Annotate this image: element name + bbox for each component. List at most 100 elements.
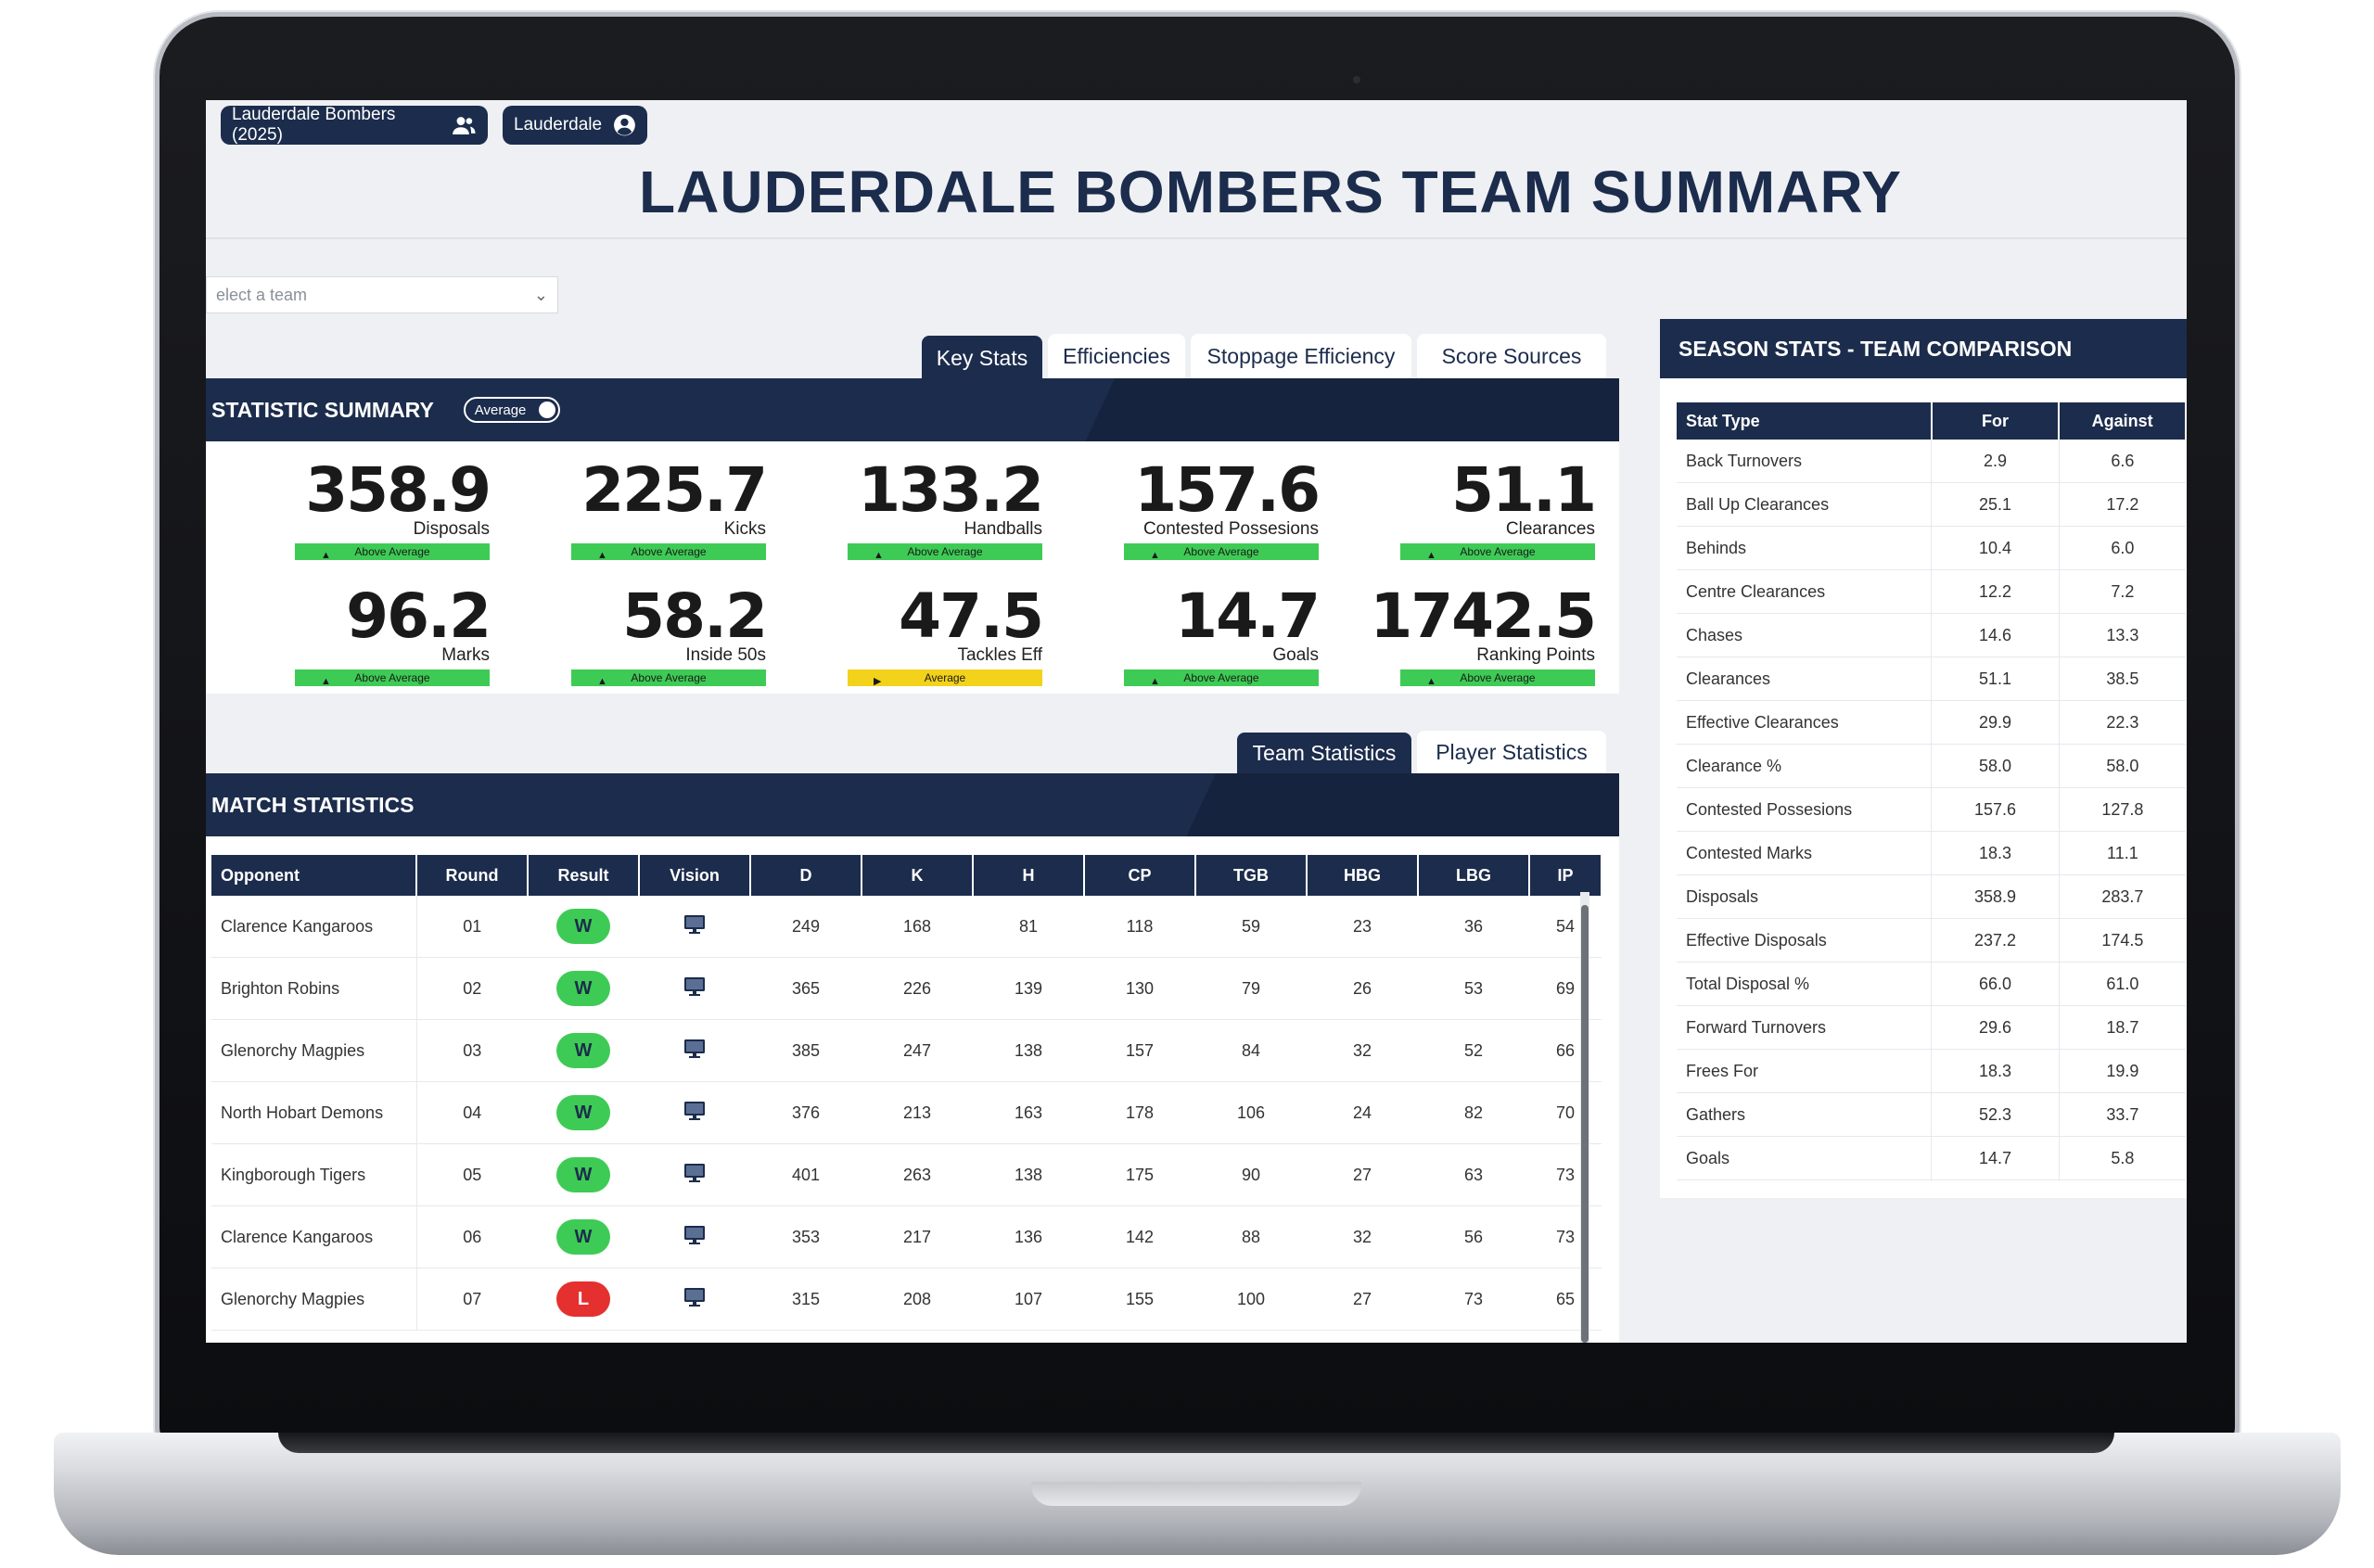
stat-type-cell: Effective Disposals [1677,918,1933,962]
tab-player-statistics[interactable]: Player Statistics [1417,731,1606,773]
against-cell: 11.1 [2059,831,2186,875]
table-row[interactable]: Clarence Kangaroos 01 W 249 168 81 118 59 23 36 54 [211,896,1602,958]
monitor-icon[interactable] [683,1038,707,1060]
season-row: Centre Clearances 12.2 7.2 [1677,569,2186,614]
for-cell: 237.2 [1931,918,2060,962]
monitor-icon[interactable] [683,975,707,998]
against-cell: 17.2 [2059,482,2186,527]
column-header[interactable]: Round [416,855,529,896]
club-pill[interactable]: Lauderdale [503,106,647,145]
stat-cell: 69 [1529,957,1602,1020]
round-cell: 05 [416,1143,528,1206]
team-select[interactable]: elect a team ⌄ [206,276,558,313]
stat-cell: 136 [973,1205,1084,1268]
vision-cell[interactable] [639,896,750,958]
tab-efficiencies[interactable]: Efficiencies [1048,334,1185,378]
dashboard-screen: Lauderdale Bombers (2025) Lauderdale LAU… [206,100,2187,1343]
opponent-cell: Clarence Kangaroos [211,896,417,958]
for-cell: 12.2 [1931,569,2060,614]
match-statistics-title: MATCH STATISTICS [211,792,415,817]
column-header[interactable]: Vision [639,855,751,896]
title-divider [206,237,2187,239]
for-cell: 66.0 [1931,962,2060,1006]
table-row[interactable]: Clarence Kangaroos 06 W 353 217 136 142 88 32 56 7… [211,1205,1602,1268]
toggle-knob [538,402,555,418]
table-row[interactable]: North Hobart Demons 04 W 376 213 163 178 106 24 8… [211,1081,1602,1144]
scrollbar-thumb[interactable] [1581,905,1589,1343]
stat-cell: 157 [1084,1019,1195,1082]
for-cell: 157.6 [1931,787,2060,832]
against-cell: 6.6 [2059,440,2186,483]
column-header[interactable]: Opponent [211,855,417,896]
average-toggle[interactable]: Average [463,397,560,423]
column-header[interactable]: H [973,855,1085,896]
stat-cell: 32 [1307,1205,1418,1268]
season-column-header[interactable]: Against [2059,402,2187,440]
stat-cell: 155 [1084,1268,1195,1331]
monitor-icon[interactable] [683,1100,707,1122]
kpi-status-bar: ▶ Average [848,669,1042,687]
stat-type-cell: Contested Marks [1677,831,1933,875]
against-cell: 174.5 [2059,918,2186,962]
kpi-status-label: Above Average [1183,545,1259,558]
season-column-header[interactable]: For [1931,402,2061,440]
kpi-card: 225.7 Kicks ▲ Above Average [571,454,768,566]
vision-cell[interactable] [639,1143,750,1206]
column-header[interactable]: TGB [1195,855,1308,896]
for-cell: 2.9 [1931,440,2060,483]
stat-cell: 353 [750,1205,862,1268]
column-header[interactable]: IP [1529,855,1602,896]
monitor-icon[interactable] [683,1162,707,1184]
kpi-status-label: Above Average [907,545,983,558]
column-header[interactable]: D [750,855,862,896]
column-header[interactable]: K [862,855,974,896]
tab-score-sources[interactable]: Score Sources [1417,334,1606,378]
stat-cell: 139 [973,957,1084,1020]
vision-cell[interactable] [639,1081,750,1144]
column-header[interactable]: CP [1084,855,1196,896]
monitor-icon[interactable] [683,1224,707,1246]
result-badge: L [556,1281,610,1317]
column-header[interactable]: HBG [1307,855,1419,896]
table-row[interactable]: Glenorchy Magpies 07 L 315 208 107 155 100 27 73 6… [211,1268,1602,1331]
kpi-label: Contested Possesions [1142,519,1319,539]
table-row[interactable]: Kingborough Tigers 05 W 401 263 138 175 90 27 63 7… [211,1143,1602,1206]
monitor-icon[interactable] [683,913,707,936]
table-row[interactable]: Glenorchy Magpies 03 W 385 247 138 157 84 32 52 66 [211,1019,1602,1082]
stat-type-cell: Back Turnovers [1677,440,1933,483]
page-title: LAUDERDALE BOMBERS TEAM SUMMARY [639,159,1902,225]
kpi-status-label: Above Average [1183,671,1259,684]
season-stats-table: Stat Type For Against Back Turnovers 2.9 6.6… [1677,402,2187,1180]
table-row[interactable]: Brighton Robins 02 W 365 226 139 130 79 26 53 69 [211,957,1602,1020]
column-header[interactable]: LBG [1418,855,1530,896]
kpi-label: Ranking Points [1476,645,1595,665]
vision-cell[interactable] [639,1268,750,1331]
monitor-icon[interactable] [683,1286,707,1308]
stat-cell: 315 [750,1268,862,1331]
kpi-label: Tackles Eff [957,645,1042,665]
season-row: Gathers 52.3 33.7 [1677,1092,2186,1137]
column-header[interactable]: Result [528,855,640,896]
stat-cell: 90 [1195,1143,1307,1206]
season-row: Forward Turnovers 29.6 18.7 [1677,1005,2186,1050]
against-cell: 6.0 [2059,526,2186,570]
kpi-label: Clearances [1505,519,1595,539]
tab-stoppage-efficiency[interactable]: Stoppage Efficiency [1191,334,1411,378]
match-table-scrollbar[interactable] [1580,892,1589,1343]
triangle-up-icon: ▲ [597,550,607,561]
vision-cell[interactable] [639,957,750,1020]
vision-cell[interactable] [639,1019,750,1082]
round-cell: 06 [416,1205,528,1268]
tab-key-stats[interactable]: Key Stats [922,336,1042,380]
stat-cell: 52 [1418,1019,1529,1082]
tab-team-statistics[interactable]: Team Statistics [1237,733,1411,773]
season-row: Chases 14.6 13.3 [1677,613,2186,657]
stat-type-cell: Clearances [1677,657,1933,701]
season-column-header[interactable]: Stat Type [1677,402,1933,440]
team-pill[interactable]: Lauderdale Bombers (2025) [221,105,488,145]
against-cell: 18.7 [2059,1005,2186,1050]
vision-cell[interactable] [639,1205,750,1268]
kpi-status-bar: ▲ Above Average [295,543,490,561]
stat-type-cell: Effective Clearances [1677,700,1933,745]
stat-type-cell: Forward Turnovers [1677,1005,1933,1050]
